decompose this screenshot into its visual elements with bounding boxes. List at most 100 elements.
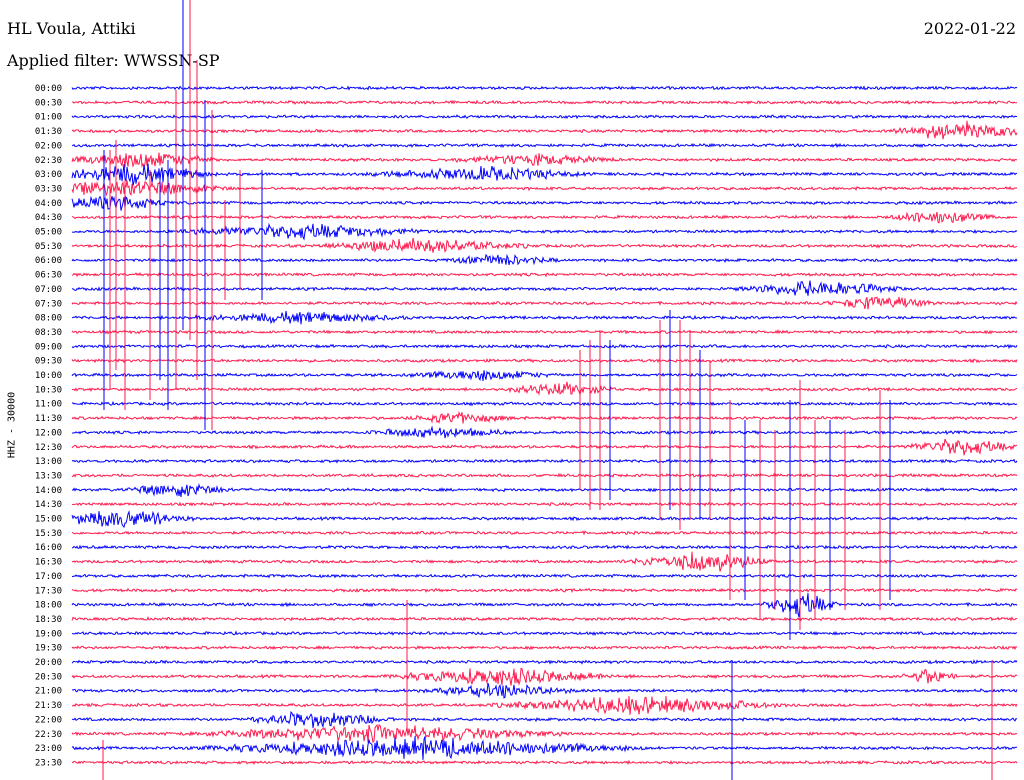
trace-row: [71, 237, 1018, 254]
station-title: HL Voula, Attiki: [7, 19, 136, 38]
trace-row: [71, 296, 1018, 310]
date-label: 2022-01-22: [923, 19, 1016, 38]
row-time-label: 23:30: [35, 758, 62, 768]
trace-row: [71, 644, 1018, 651]
row-time-label: 22:00: [35, 715, 62, 725]
trace-row: [71, 114, 1018, 120]
trace-row: [71, 736, 1018, 760]
trace-row: [71, 85, 1018, 91]
trace-row: [71, 370, 1018, 381]
trace-row: [71, 381, 1018, 397]
trace-row: [71, 482, 1018, 498]
row-time-label: 03:00: [35, 170, 62, 180]
row-time-label: 19:30: [35, 644, 62, 654]
row-time-label: 21:30: [35, 701, 62, 711]
row-time-label: 18:00: [35, 601, 62, 611]
row-time-label: 15:00: [35, 515, 62, 525]
helicorder-rows: 00:00 00:30 01:00 01:30 02:00 02:30 03:00 03:30…: [35, 0, 1018, 780]
row-time-label: 00:30: [35, 98, 62, 108]
row-time-label: 14:30: [35, 500, 62, 510]
trace-row: [71, 696, 1018, 715]
row-time-label: 06:30: [35, 271, 62, 281]
trace-row: [71, 587, 1018, 594]
trace-row: [71, 211, 1018, 224]
trace-row: [71, 593, 1018, 618]
trace-row: [71, 329, 1018, 335]
row-time-label: 09:00: [35, 342, 62, 352]
row-time-label: 08:30: [35, 328, 62, 338]
row-time-label: 00:00: [35, 84, 62, 94]
row-time-label: 07:00: [35, 285, 62, 295]
row-time-label: 10:30: [35, 385, 62, 395]
trace-row: [71, 710, 1018, 729]
trace-row: [71, 99, 1018, 105]
trace-row: [71, 410, 1018, 424]
trace-row: [71, 152, 1018, 169]
trace-row: [71, 280, 1018, 296]
trace-row: [71, 667, 1018, 686]
row-time-label: 15:30: [35, 529, 62, 539]
trace-row: [71, 180, 1018, 198]
row-time-label: 02:00: [35, 141, 62, 151]
row-time-label: 04:30: [35, 213, 62, 223]
row-time-label: 10:00: [35, 371, 62, 381]
trace-row: [71, 425, 1018, 439]
row-time-label: 01:30: [35, 127, 62, 137]
row-time-label: 01:00: [35, 113, 62, 123]
trace-row: [71, 530, 1018, 536]
row-time-label: 03:30: [35, 184, 62, 194]
trace-row: [71, 400, 1018, 407]
trace-row: [71, 142, 1018, 149]
trace-row: [72, 573, 1018, 579]
trace-row: [71, 501, 1018, 507]
row-time-label: 22:30: [35, 730, 62, 740]
trace-row: [71, 438, 1018, 456]
trace-row: [71, 682, 1018, 699]
row-time-label: 17:00: [35, 572, 62, 582]
row-time-label: 12:00: [35, 428, 62, 438]
trace-row: [71, 630, 1018, 636]
row-time-label: 11:30: [35, 414, 62, 424]
row-time-label: 06:00: [35, 256, 62, 266]
trace-row: [71, 310, 1018, 325]
row-time-label: 17:30: [35, 586, 62, 596]
trace-row: [71, 616, 1018, 622]
row-time-label: 02:30: [35, 156, 62, 166]
trace-row: [71, 253, 1018, 266]
trace-row: [71, 271, 1018, 278]
row-time-label: 05:30: [35, 242, 62, 252]
trace-row: [71, 458, 1018, 464]
row-time-label: 05:00: [35, 228, 62, 238]
row-time-label: 12:30: [35, 443, 62, 453]
trace-row: [71, 551, 1018, 572]
row-time-label: 14:00: [35, 486, 62, 496]
filter-label: Applied filter: WWSSN-SP: [7, 51, 220, 70]
trace-row: [71, 659, 1018, 665]
trace-row: [71, 509, 1018, 529]
row-time-label: 18:30: [35, 615, 62, 625]
row-time-label: 23:00: [35, 744, 62, 754]
row-time-label: 19:00: [35, 629, 62, 639]
row-time-label: 04:00: [35, 199, 62, 209]
row-time-label: 09:30: [35, 357, 62, 367]
trace-row: [71, 163, 1017, 186]
row-time-label: 07:30: [35, 299, 62, 309]
trace-row: [71, 759, 1018, 766]
row-time-label: 16:30: [35, 558, 62, 568]
trace-row: [71, 195, 1018, 211]
trace-row: [71, 544, 1018, 550]
row-time-label: 11:00: [35, 400, 62, 410]
trace-row: [71, 724, 1018, 744]
trace-row: [71, 472, 1018, 478]
trace-row: [71, 343, 1018, 350]
row-time-label: 13:30: [35, 471, 62, 481]
row-time-label: 21:00: [35, 687, 62, 697]
row-time-label: 20:00: [35, 658, 62, 668]
trace-row: [72, 222, 1018, 241]
trace-row: [71, 120, 1018, 140]
row-time-label: 08:00: [35, 314, 62, 324]
row-time-label: 13:00: [35, 457, 62, 467]
row-time-label: 20:30: [35, 672, 62, 682]
trace-row: [71, 358, 1018, 364]
